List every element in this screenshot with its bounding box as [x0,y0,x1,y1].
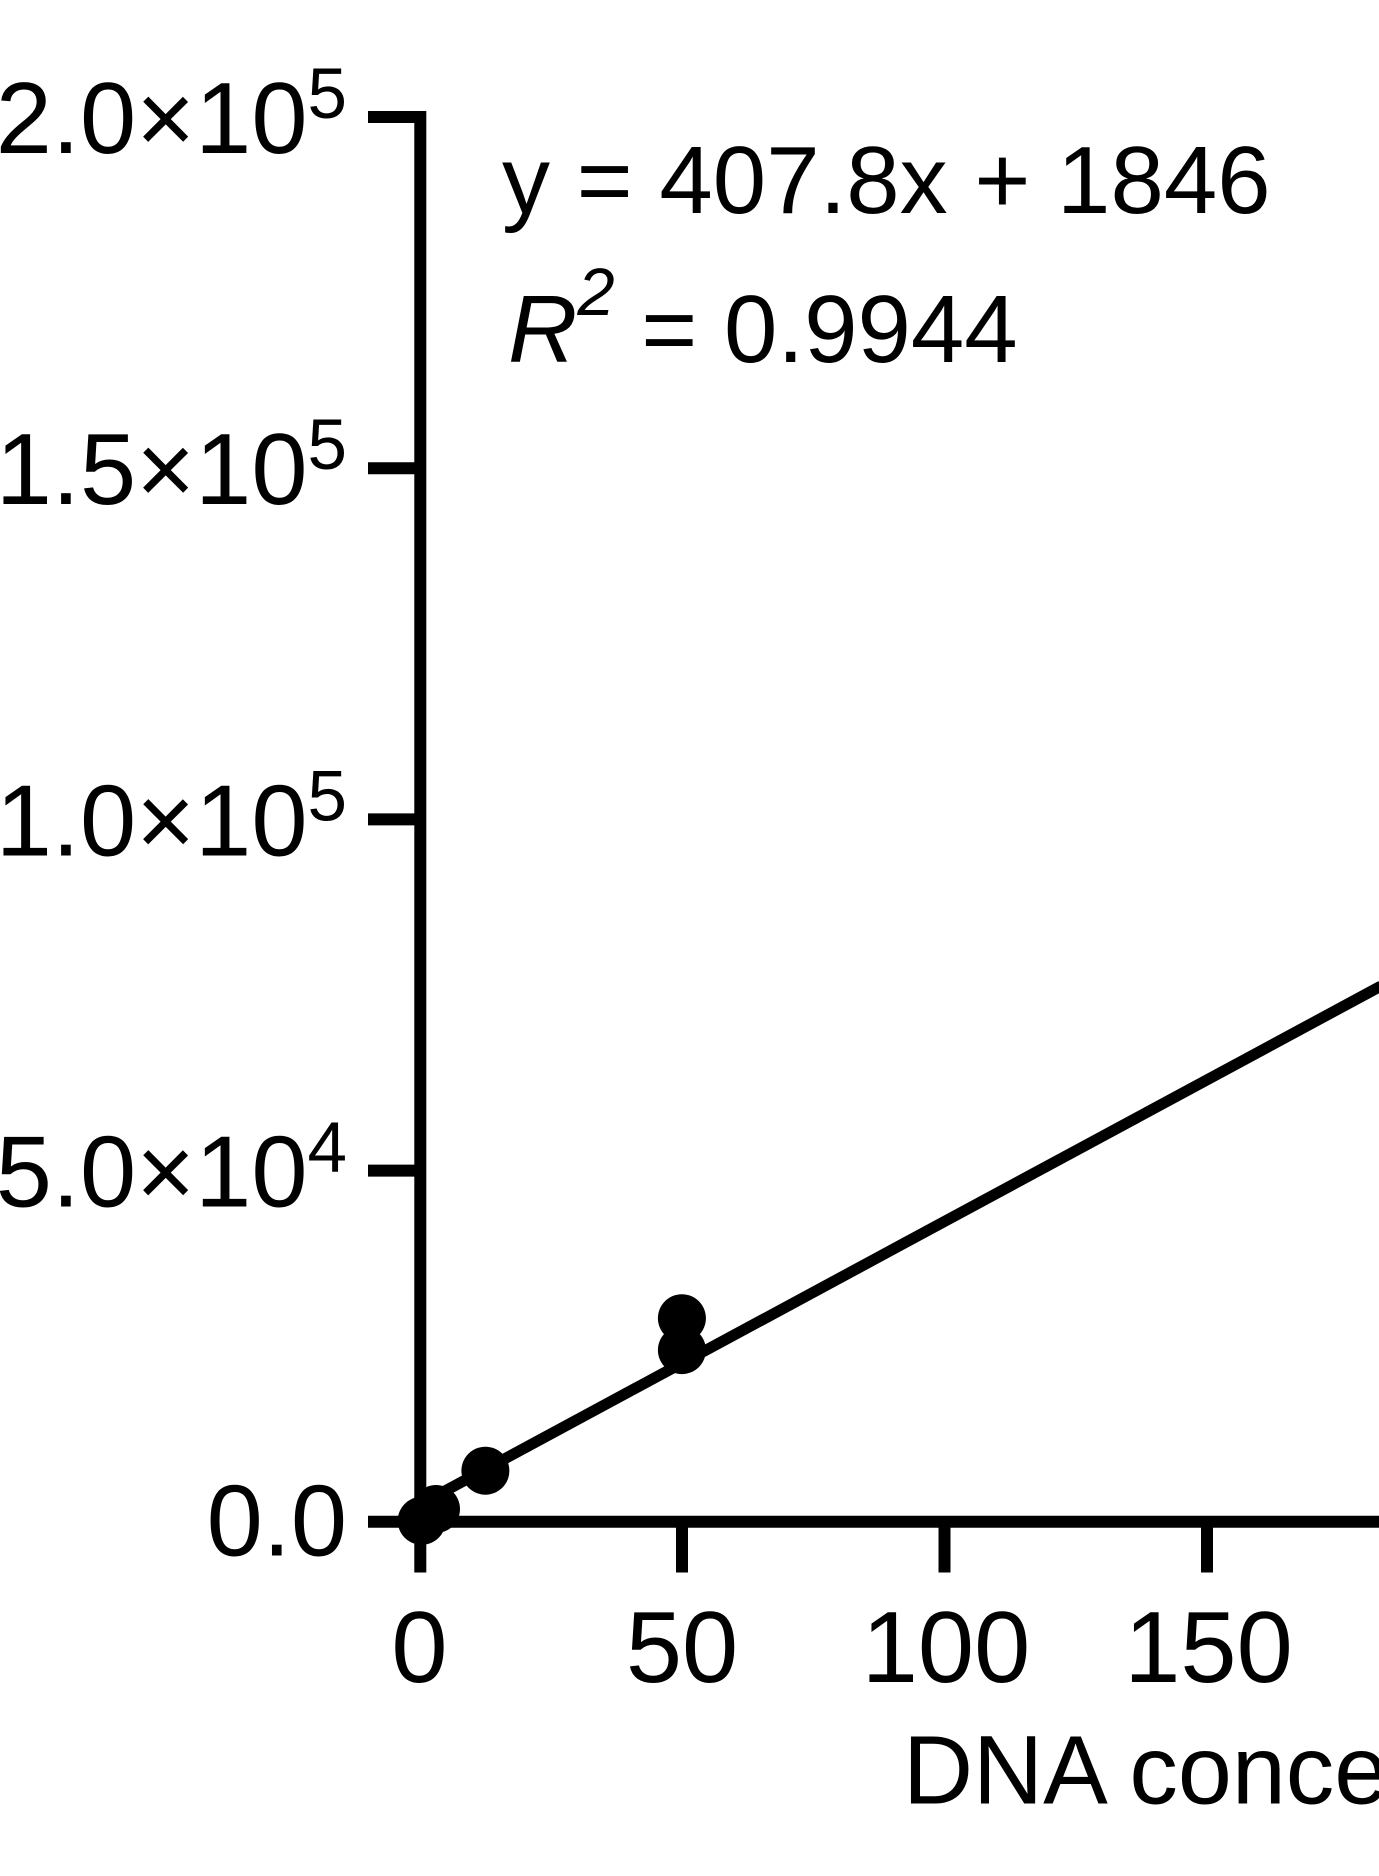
svg-text:5.0×104: 5.0×104 [0,1109,347,1229]
svg-text:50: 50 [626,1592,738,1704]
svg-text:DNA concentration (ng/mL): DNA concentration (ng/mL) [903,1716,1379,1825]
svg-text:0.0: 0.0 [207,1466,347,1578]
svg-text:y = 407.8x + 1846: y = 407.8x + 1846 [502,127,1271,234]
svg-text:0: 0 [391,1592,447,1704]
svg-text:R2 = 0.9944: R2 = 0.9944 [508,255,1018,383]
svg-text:1.0×105: 1.0×105 [0,757,347,877]
svg-text:1.5×105: 1.5×105 [0,406,347,526]
svg-text:150: 150 [1124,1592,1293,1704]
svg-text:2.0×105: 2.0×105 [0,55,347,175]
svg-text:100: 100 [862,1592,1031,1704]
